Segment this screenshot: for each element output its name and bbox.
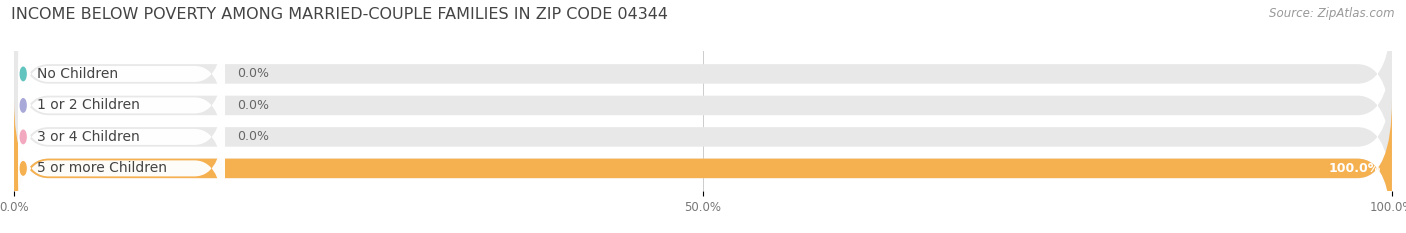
FancyBboxPatch shape (14, 5, 1392, 143)
Text: Source: ZipAtlas.com: Source: ZipAtlas.com (1270, 7, 1395, 20)
Circle shape (20, 99, 27, 112)
Text: 0.0%: 0.0% (238, 67, 270, 80)
Text: 1 or 2 Children: 1 or 2 Children (37, 98, 141, 112)
FancyBboxPatch shape (18, 44, 225, 167)
Text: 100.0%: 100.0% (1329, 162, 1381, 175)
Text: 0.0%: 0.0% (238, 99, 270, 112)
FancyBboxPatch shape (14, 36, 1392, 174)
FancyBboxPatch shape (14, 99, 1392, 233)
FancyBboxPatch shape (14, 68, 1392, 206)
FancyBboxPatch shape (18, 107, 225, 230)
Text: 0.0%: 0.0% (238, 130, 270, 143)
Circle shape (20, 130, 27, 144)
FancyBboxPatch shape (18, 76, 225, 198)
Circle shape (20, 67, 27, 81)
Text: 5 or more Children: 5 or more Children (37, 161, 167, 175)
Circle shape (20, 162, 27, 175)
Text: 3 or 4 Children: 3 or 4 Children (37, 130, 141, 144)
Text: INCOME BELOW POVERTY AMONG MARRIED-COUPLE FAMILIES IN ZIP CODE 04344: INCOME BELOW POVERTY AMONG MARRIED-COUPL… (11, 7, 668, 22)
FancyBboxPatch shape (18, 13, 225, 135)
FancyBboxPatch shape (14, 99, 1392, 233)
Text: No Children: No Children (37, 67, 118, 81)
